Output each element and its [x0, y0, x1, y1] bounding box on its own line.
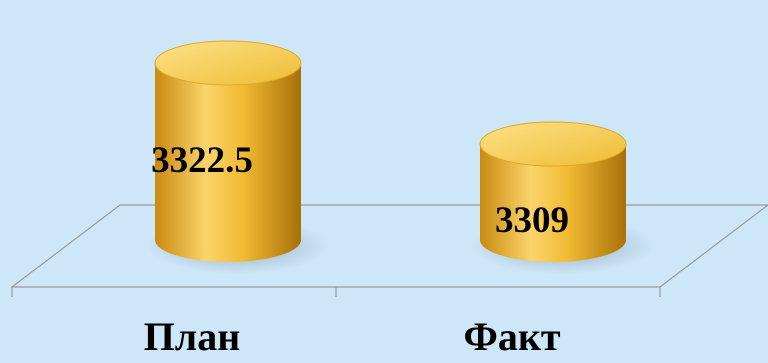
bar-series [147, 40, 654, 274]
x-axis-tick-label: Факт [463, 314, 560, 359]
bar [472, 121, 654, 274]
bar [147, 40, 329, 274]
chart-floor [10, 204, 768, 297]
data-label: 3309 [495, 200, 569, 241]
bar-top [154, 40, 302, 86]
data-labels: 3322.5 3309 [151, 140, 569, 241]
data-label: 3322.5 [151, 140, 253, 181]
x-axis-tick-label: План [144, 314, 241, 359]
bar-body [155, 63, 301, 262]
bar-body [480, 144, 626, 262]
x-axis-tick-labels: План Факт [144, 314, 561, 359]
bar-top [479, 121, 627, 167]
